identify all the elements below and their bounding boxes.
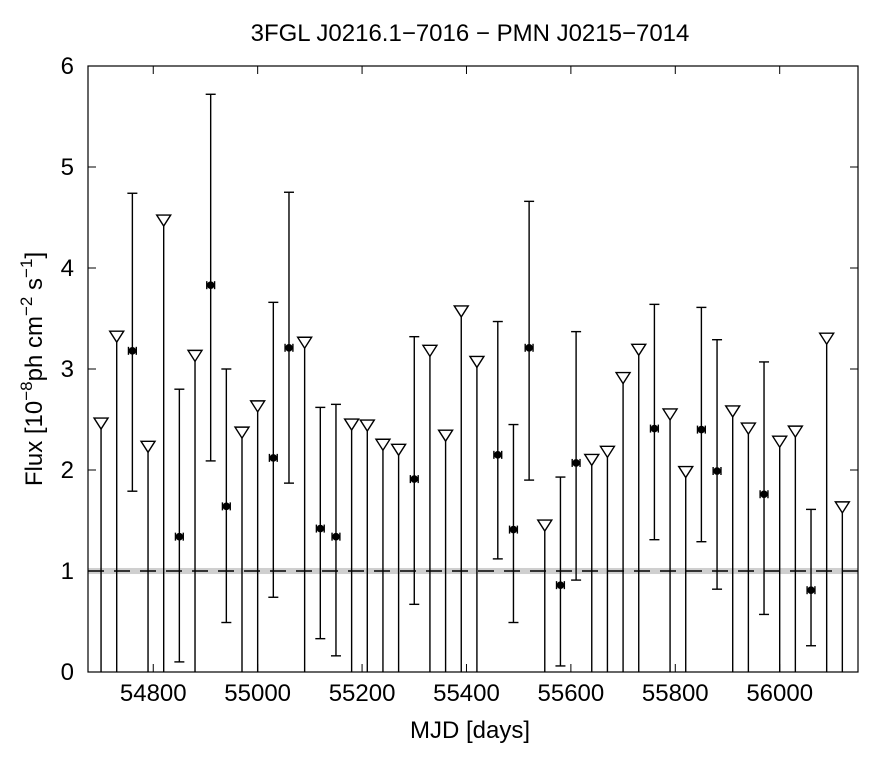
flux-data-point [316, 524, 325, 533]
x-tick-label: 55400 [433, 680, 500, 707]
upper-limit-marker [108, 330, 125, 344]
flux-data-point [556, 581, 565, 589]
x-tick-label: 55600 [538, 680, 605, 707]
y-tick-label: 2 [61, 457, 74, 484]
upper-limit-marker [599, 445, 616, 459]
upper-limit-marker [614, 371, 632, 385]
x-tick-label: 55200 [329, 680, 396, 707]
upper-limit-marker [630, 343, 648, 357]
upper-limit-marker [818, 332, 835, 346]
y-tick-label: 6 [61, 53, 74, 80]
upper-limit-marker [771, 435, 788, 449]
upper-limit-marker [661, 408, 679, 422]
x-tick-label: 56000 [746, 680, 813, 707]
flux-data-point [572, 459, 580, 467]
y-label-mid2: s [21, 278, 48, 297]
upper-limit-marker [834, 501, 851, 515]
flux-data-point [206, 281, 215, 289]
flux-data-point [285, 343, 293, 352]
upper-limit-marker [233, 426, 251, 440]
y-label-prefix: Flux [10 [21, 401, 48, 486]
y-axis-label: Flux [10−8ph cm−2 s−1] [17, 252, 48, 486]
upper-limit-marker [359, 419, 376, 433]
upper-limit-marker [724, 405, 741, 419]
upper-limit-marker [249, 400, 266, 414]
data-layer [92, 93, 851, 672]
flux-data-point [175, 532, 184, 541]
flux-data-point [807, 586, 815, 594]
upper-limit-marker [421, 344, 439, 358]
flux-data-point [525, 343, 533, 352]
y-tick-label: 5 [61, 154, 74, 181]
chart-title: 3FGL J0216.1−7016 − PMN J0215−7014 [251, 20, 690, 47]
upper-limit-marker [787, 425, 804, 439]
upper-limit-marker [536, 519, 554, 533]
x-tick-label: 55000 [224, 680, 291, 707]
flux-data-point [222, 502, 231, 511]
y-tick-label: 0 [61, 659, 74, 686]
flux-data-point [332, 532, 340, 541]
upper-limit-marker [390, 443, 407, 457]
upper-limit-marker [139, 440, 157, 454]
y-tick-label: 1 [61, 558, 74, 585]
x-tick-label: 55800 [642, 680, 709, 707]
flux-data-point [128, 347, 137, 355]
y-label-exp3: −1 [17, 259, 36, 278]
x-tick-label: 54800 [120, 680, 187, 707]
upper-limit-marker [155, 214, 172, 228]
flux-data-point [493, 451, 502, 459]
flux-data-point [760, 490, 768, 499]
upper-limit-marker [92, 417, 110, 431]
axes-layer: 54800 55000 55200 55400 55600 55800 56000 0 1 2 3 4… [61, 53, 859, 707]
upper-limit-marker [583, 453, 601, 467]
y-label-mid: ph cm [21, 316, 48, 381]
y-label-suffix: ] [21, 252, 48, 259]
plot-frame [87, 65, 859, 673]
y-tick-label: 3 [61, 356, 74, 383]
flux-data-point [269, 454, 278, 462]
flux-data-point [713, 467, 721, 475]
mean-flux-band [88, 567, 858, 575]
y-tick-label: 4 [61, 255, 74, 282]
y-label-exp1: −8 [17, 381, 36, 400]
mean-flux-band-layer [88, 567, 858, 575]
flux-data-point [410, 475, 419, 483]
upper-limit-marker [343, 418, 360, 432]
flux-data-point [697, 425, 706, 434]
upper-limit-marker [437, 429, 454, 443]
upper-limit-marker [296, 336, 313, 350]
y-label-exp2: −2 [17, 297, 36, 316]
flux-data-point [650, 424, 659, 433]
flux-data-point [509, 525, 518, 534]
upper-limit-marker [186, 349, 204, 363]
x-axis-label: MJD [days] [410, 717, 530, 744]
upper-limit-marker [452, 305, 470, 319]
upper-limit-marker [374, 438, 392, 452]
upper-limit-marker [468, 355, 486, 369]
upper-limit-marker [740, 422, 757, 436]
upper-limit-marker [677, 465, 695, 479]
